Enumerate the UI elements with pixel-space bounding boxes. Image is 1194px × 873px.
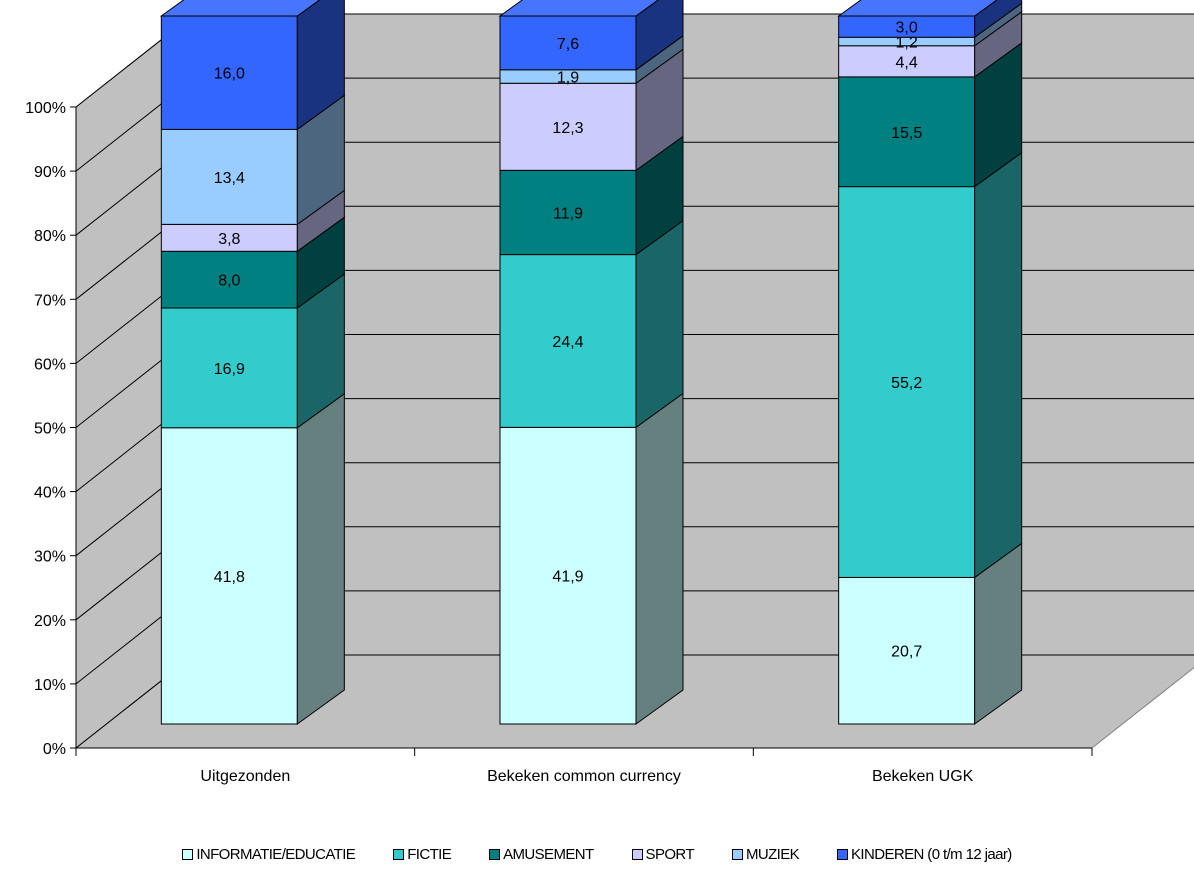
bar-segment-side: [635, 219, 684, 429]
bar-segment: [838, 576, 976, 725]
data-label: 1,9: [557, 70, 579, 87]
data-label: 8,0: [218, 273, 240, 290]
bar-top: [159, 0, 321, 17]
legend-label: FICTIE: [407, 846, 452, 863]
data-label: 20,7: [891, 644, 922, 661]
legend-swatch: [182, 849, 194, 860]
x-category-label: Bekeken UGK: [872, 768, 974, 785]
y-tick-label: 20%: [34, 613, 66, 630]
data-label: 15,5: [891, 125, 922, 142]
y-tick-label: 80%: [34, 228, 66, 245]
bar-segment: [499, 426, 637, 725]
bar-segment: [160, 128, 298, 225]
bar-top: [837, 0, 998, 17]
y-tick-label: 40%: [34, 485, 66, 502]
bar-segment: [160, 250, 298, 309]
legend-label: SPORT: [645, 846, 695, 863]
y-tick-label: 10%: [34, 677, 66, 694]
data-label: 13,4: [214, 170, 245, 187]
data-label: 3,8: [218, 231, 240, 248]
legend-item: AMUSEMENT: [489, 846, 594, 863]
legend-swatch: [731, 849, 743, 860]
bar-segment-side: [296, 392, 345, 725]
bar-segment: [499, 169, 637, 256]
y-tick-label: 70%: [34, 292, 66, 309]
data-label: 12,3: [552, 120, 583, 137]
y-tick-label: 30%: [34, 549, 66, 566]
legend-item: INFORMATIE/EDUCATIE: [182, 846, 356, 863]
data-label: 4,4: [896, 54, 918, 71]
data-label: 41,8: [214, 569, 245, 586]
data-label: 16,0: [214, 66, 245, 83]
bar-segment-side: [635, 0, 684, 71]
bar-segment: [160, 15, 298, 130]
legend-label: KINDEREN (0 t/m 12 jaar): [851, 846, 1012, 863]
x-category-label: Bekeken common currency: [487, 768, 681, 785]
legend-label: INFORMATIE/EDUCATIE: [196, 846, 356, 863]
legend-swatch: [837, 849, 849, 860]
bar-segment: [160, 427, 298, 725]
x-category-label: Uitgezonden: [200, 768, 290, 785]
bar-segment-side: [974, 0, 1023, 39]
legend-swatch: [489, 849, 501, 860]
bar-segment-side: [635, 392, 684, 725]
bar-top: [498, 0, 659, 17]
legend-label: MUZIEK: [745, 846, 800, 863]
data-label: 1,2: [896, 34, 918, 51]
legend-label: AMUSEMENT: [503, 846, 594, 863]
legend-item: KINDEREN (0 t/m 12 jaar): [837, 846, 1012, 863]
legend-item: SPORT: [631, 846, 695, 863]
data-label: 7,6: [557, 36, 579, 53]
y-tick-label: 50%: [34, 421, 66, 438]
legend-item: MUZIEK: [731, 846, 800, 863]
y-tick-label: 60%: [34, 356, 66, 373]
legend-swatch: [393, 849, 405, 860]
bar-segment: [160, 223, 298, 252]
chart-legend: INFORMATIE/EDUCATIE FICTIE AMUSEMENT SPORT M…: [0, 846, 1194, 863]
bar-segment-side: [974, 151, 1023, 579]
y-tick-label: 0%: [43, 741, 66, 758]
data-label: 55,2: [891, 375, 922, 392]
data-label: 24,4: [552, 334, 583, 351]
data-label: 3,0: [896, 20, 918, 37]
bar-segment: [838, 45, 976, 78]
bar-segment: [499, 82, 637, 171]
bar-segment: [838, 186, 976, 578]
legend-swatch: [631, 849, 643, 860]
data-label: 16,9: [214, 361, 245, 378]
y-tick-label: 90%: [34, 164, 66, 181]
bar-segment: [499, 254, 637, 428]
legend-item: FICTIE: [393, 846, 452, 863]
bar-segment-side: [296, 0, 345, 131]
y-tick-label: 100%: [25, 100, 66, 117]
data-label: 11,9: [553, 205, 583, 222]
data-label: 41,9: [552, 569, 583, 586]
